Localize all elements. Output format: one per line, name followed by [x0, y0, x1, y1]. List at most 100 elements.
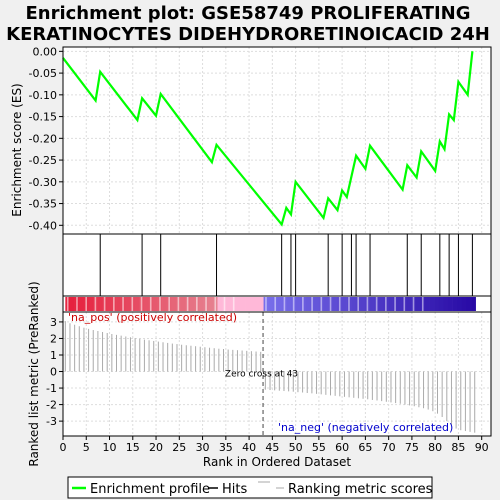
color-bar-stripe: [103, 297, 106, 311]
color-bar-cell: [88, 297, 94, 311]
color-bar-cell: [277, 297, 283, 311]
color-bar-stripe: [412, 297, 415, 311]
enrichment-y-tick-label: -0.30: [29, 176, 57, 189]
color-bar-stripe: [159, 297, 161, 311]
chart-title-line1: Enrichment plot: GSE58749 PROLIFERATING: [25, 3, 470, 24]
enrichment-y-tick-label: -0.10: [29, 89, 57, 102]
color-bar-cell: [189, 297, 195, 311]
x-tick-label: 25: [172, 441, 186, 454]
color-bar-stripe: [168, 297, 170, 311]
color-bar-cell: [388, 297, 393, 311]
color-bar-cell: [217, 297, 223, 311]
color-bar-cell: [143, 297, 149, 311]
color-bar-cell: [314, 297, 320, 311]
color-bar-cell: [424, 297, 430, 311]
color-bar-cell: [240, 297, 246, 311]
color-bar-cell: [369, 297, 375, 311]
color-bar-cell: [323, 297, 329, 311]
x-tick-label: 0: [60, 441, 67, 454]
color-bar-stripe: [85, 297, 87, 311]
color-bar-cell: [226, 297, 232, 311]
enrichment-y-tick-label: -0.25: [29, 154, 57, 167]
color-bar-cell: [406, 297, 412, 311]
x-tick-label: 5: [83, 441, 90, 454]
color-bar-cell: [106, 297, 112, 311]
x-tick-label: 60: [335, 441, 349, 454]
positive-correlation-label: 'na_pos' (positively correlated): [68, 311, 237, 324]
color-bar-cell: [235, 297, 241, 311]
hits-marks: [99, 234, 473, 296]
color-bar-stripe: [186, 297, 189, 311]
metric-x-ticks: 0 5 10 15 20 25 30 35 40 45 50 55 60 65 70 75 80 85 90: [60, 436, 489, 454]
enrichment-y-tick-label: -0.35: [29, 198, 57, 211]
x-tick-label: 50: [289, 441, 303, 454]
color-bar-cell: [332, 297, 338, 311]
color-bar-cell: [461, 297, 467, 311]
color-bar-stripe: [149, 297, 152, 311]
color-bar-stripe: [338, 297, 341, 311]
x-tick-label: 10: [103, 441, 117, 454]
color-bar-stripe: [94, 297, 97, 311]
color-bar-stripe: [366, 297, 369, 311]
color-bar-stripe: [394, 297, 396, 311]
color-bar-stripe: [66, 297, 69, 311]
color-bar-cell: [79, 297, 85, 311]
enrichment-y-tick-label: -0.20: [29, 132, 57, 145]
color-bar-cell: [268, 297, 274, 311]
color-bar-stripe: [385, 297, 387, 311]
metric-bars: [64, 321, 476, 433]
x-tick-label: 75: [405, 441, 419, 454]
color-bar-cell: [208, 297, 214, 311]
color-bar-cell: [438, 297, 444, 311]
enrichment-grid: [62, 47, 491, 234]
color-bar-cell: [199, 297, 204, 311]
chart-title-line2: KERATINOCYTES DIDEHYDRORETINOICACID 24H: [6, 24, 490, 45]
metric-grid: [62, 312, 491, 436]
color-bar-stripe: [311, 297, 313, 311]
color-bar-cell: [378, 297, 384, 311]
color-bar-cell: [162, 297, 168, 311]
x-tick-label: 35: [219, 441, 233, 454]
color-bar-cell: [452, 297, 458, 311]
zero-cross-label: Zero cross at 43: [225, 370, 298, 380]
color-bar-stripe: [348, 297, 350, 311]
color-bar-stripe: [131, 297, 134, 311]
legend-box: [67, 476, 433, 499]
enrichment-y-axis-label: Enrichment score (ES): [10, 83, 24, 216]
color-bar-cell: [471, 297, 476, 311]
legend: Enrichment profile Hits Ranking metric s…: [67, 476, 433, 499]
x-tick-label: 80: [428, 441, 442, 454]
enrichment-profile-line: [62, 51, 474, 227]
color-bar-cell: [447, 297, 453, 311]
legend-metric-label: Ranking metric scores: [288, 482, 433, 497]
color-bar-stripe: [302, 297, 304, 311]
color-bar-stripe: [421, 297, 424, 311]
x-tick-label: 45: [265, 441, 279, 454]
color-bar-stripe: [375, 297, 378, 311]
legend-enrichment-label: Enrichment profile: [90, 482, 210, 497]
metric-y-tick-label: 3: [50, 316, 57, 329]
color-bar-stripe: [214, 297, 217, 311]
color-bar-cell: [305, 297, 310, 311]
color-bar-stripe: [232, 297, 235, 311]
metric-y-tick-label: -3: [46, 415, 57, 428]
color-bar-stripe: [329, 297, 332, 311]
color-bar-cell: [116, 297, 121, 311]
color-bar-stripe: [274, 297, 277, 311]
color-bar-cell: [134, 297, 140, 311]
color-bar-stripe: [357, 297, 359, 311]
color-bar-cell: [457, 297, 463, 311]
x-tick-label: 65: [358, 441, 372, 454]
x-tick-label: 30: [196, 441, 210, 454]
metric-y-tick-label: 1: [50, 349, 57, 362]
color-bar-stripe: [140, 297, 143, 311]
color-bar-stripe: [265, 297, 267, 311]
color-bar-cell: [295, 297, 301, 311]
negative-correlation-label: 'na_neg' (negatively correlated): [278, 421, 453, 434]
enrichment-y-tick-label: -0.05: [29, 67, 57, 80]
color-bar-cell: [415, 297, 421, 311]
color-bar-cell: [351, 297, 357, 311]
color-bar-cell: [69, 297, 75, 311]
color-bar-stripe: [122, 297, 124, 311]
